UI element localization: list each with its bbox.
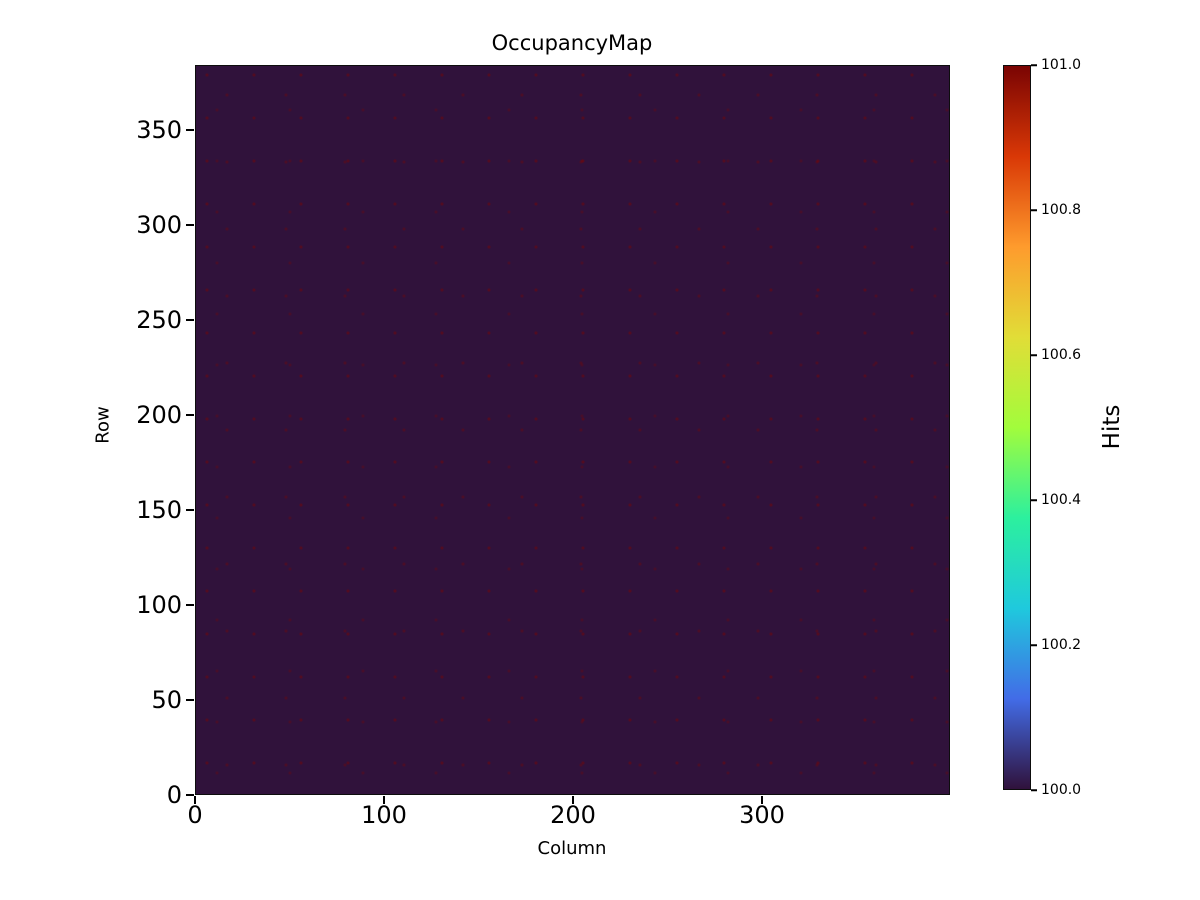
colorbar-tick-mark <box>1031 64 1037 66</box>
colorbar-tick-label: 100.6 <box>1041 347 1082 363</box>
y-tick-label: 200 <box>136 401 182 429</box>
x-tick-label: 300 <box>739 801 785 829</box>
colorbar-tick-label: 101.0 <box>1041 57 1082 73</box>
colorbar-tick-label: 100.4 <box>1041 492 1082 508</box>
y-tick-mark <box>186 414 194 416</box>
y-axis-label: Row <box>92 406 114 444</box>
x-tick-label: 0 <box>187 801 203 829</box>
colorbar-tick-mark <box>1031 354 1037 356</box>
y-tick-label: 100 <box>136 591 182 619</box>
x-tick-mark <box>761 796 763 804</box>
colorbar-tick-mark <box>1031 789 1037 791</box>
y-tick-mark <box>186 129 194 131</box>
y-tick-label: 150 <box>136 496 182 524</box>
y-tick-mark <box>186 319 194 321</box>
y-tick-mark <box>186 224 194 226</box>
y-tick-mark <box>186 794 194 796</box>
y-tick-mark <box>186 509 194 511</box>
colorbar-tick-mark <box>1031 644 1037 646</box>
y-tick-label: 0 <box>166 781 182 809</box>
colorbar-label: Hits <box>1099 404 1125 450</box>
y-tick-label: 300 <box>136 211 182 239</box>
x-tick-label: 100 <box>361 801 407 829</box>
y-tick-label: 50 <box>151 686 182 714</box>
y-tick-label: 350 <box>136 116 182 144</box>
heatmap-plot <box>195 65 950 795</box>
x-axis-label: Column <box>537 838 607 859</box>
chart-title: OccupancyMap <box>491 31 653 55</box>
colorbar <box>1003 65 1031 790</box>
colorbar-tick-mark <box>1031 499 1037 501</box>
y-tick-label: 250 <box>136 306 182 334</box>
y-tick-mark <box>186 699 194 701</box>
y-tick-mark <box>186 604 194 606</box>
x-tick-mark <box>572 796 574 804</box>
x-tick-mark <box>194 796 196 804</box>
x-tick-label: 200 <box>550 801 596 829</box>
colorbar-tick-label: 100.2 <box>1041 637 1082 653</box>
colorbar-tick-mark <box>1031 209 1037 211</box>
x-tick-mark <box>383 796 385 804</box>
colorbar-tick-label: 100.0 <box>1041 782 1082 798</box>
colorbar-tick-label: 100.8 <box>1041 202 1082 218</box>
